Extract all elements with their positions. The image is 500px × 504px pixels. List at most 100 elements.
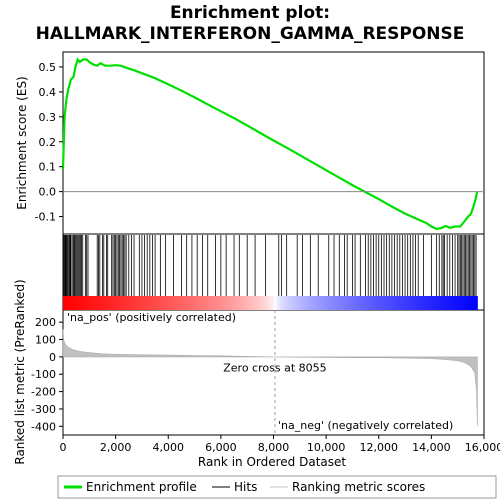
band-segment xyxy=(387,296,392,310)
band-segment xyxy=(235,296,240,310)
band-segment xyxy=(346,296,351,310)
band-segment xyxy=(470,296,475,310)
band-segment xyxy=(401,296,406,310)
band-segment xyxy=(287,296,292,310)
band-segment xyxy=(159,296,164,310)
band-segment xyxy=(290,296,295,310)
band-segment xyxy=(149,296,154,310)
band-segment xyxy=(242,296,247,310)
band-segment xyxy=(394,296,399,310)
legend-hits-label: Hits xyxy=(234,480,257,494)
band-segment xyxy=(356,296,361,310)
xtick-label-1: 2,000 xyxy=(100,441,132,454)
band-segment xyxy=(249,296,254,310)
es-axis-label: Enrichment score (ES) xyxy=(15,76,29,209)
band-segment xyxy=(304,296,309,310)
band-segment xyxy=(349,296,354,310)
band-segment xyxy=(308,296,313,310)
band-segment xyxy=(449,296,454,310)
band-segment xyxy=(239,296,243,310)
band-segment xyxy=(107,296,112,310)
axes-layer: 0.5 0.4 0.3 0.2 0.1 0.0 -0.1 200 100 0 -100 -200 -30… xyxy=(31,61,500,454)
band-segment xyxy=(197,296,202,310)
band-segment xyxy=(297,296,302,310)
band-segment xyxy=(408,296,413,310)
band-segment xyxy=(467,296,471,310)
band-segment xyxy=(214,296,219,310)
es-ytick-label-6: -0.1 xyxy=(35,211,56,224)
band-segment xyxy=(138,296,143,310)
band-segment xyxy=(284,296,288,310)
metric-ytick-label-1: 100 xyxy=(35,334,56,347)
band-segment xyxy=(104,296,109,310)
band-segment xyxy=(170,296,174,310)
band-segment xyxy=(432,296,437,310)
band-segment xyxy=(201,296,205,310)
band-segment xyxy=(453,296,458,310)
neg-correlated-label: 'na_neg' (negatively correlated) xyxy=(278,419,453,432)
band-segment xyxy=(256,296,261,310)
enrichment-profile-line xyxy=(61,57,479,231)
band-segment xyxy=(221,296,226,310)
zero-cross-label: Zero cross at 8055 xyxy=(223,362,326,375)
band-segment xyxy=(152,296,157,310)
band-segment xyxy=(439,296,444,310)
band-segment xyxy=(125,296,130,310)
xtick-label-2: 4,000 xyxy=(153,441,185,454)
band-segment xyxy=(266,296,271,310)
band-segment xyxy=(360,296,364,310)
band-segment xyxy=(339,296,344,310)
band-segment xyxy=(76,296,81,310)
band-segment xyxy=(273,296,278,310)
band-segment xyxy=(442,296,447,310)
band-segment xyxy=(318,296,323,310)
metric-ytick-label-5: -300 xyxy=(31,403,56,416)
band-segment xyxy=(163,296,168,310)
legend-metric-label: Ranking metric scores xyxy=(292,480,425,494)
xtick-label-4: 8,000 xyxy=(258,441,290,454)
band-segment xyxy=(325,296,330,310)
band-segment xyxy=(232,296,237,310)
xtick-label-6: 12,000 xyxy=(360,441,399,454)
band-segment xyxy=(180,296,185,310)
es-panel xyxy=(62,51,485,235)
band-segment xyxy=(377,296,382,310)
band-segment xyxy=(301,296,306,310)
metric-ytick-label-3: -100 xyxy=(31,368,56,381)
band-segment xyxy=(311,296,316,310)
xtick-label-5: 10,000 xyxy=(307,441,346,454)
band-segment xyxy=(370,296,375,310)
xtick-label-8: 16,000 xyxy=(465,441,500,454)
band-segment xyxy=(156,296,161,310)
band-segment xyxy=(145,296,150,310)
x-axis-label: Rank in Ordered Dataset xyxy=(198,455,346,469)
band-segment xyxy=(100,296,105,310)
band-segment xyxy=(204,296,209,310)
band-segment xyxy=(228,296,233,310)
band-segment xyxy=(187,296,192,310)
chart-title-line2: HALLMARK_INTERFERON_GAMMA_RESPONSE xyxy=(36,24,465,44)
es-ytick-label-2: 0.3 xyxy=(39,111,57,124)
band-segment xyxy=(415,296,420,310)
band-segment xyxy=(277,296,281,310)
band-segment xyxy=(87,296,92,310)
band-segment xyxy=(397,296,402,310)
band-segment xyxy=(456,296,461,310)
band-segment xyxy=(332,296,337,310)
xtick-label-0: 0 xyxy=(60,441,67,454)
band-segment xyxy=(94,296,98,310)
band-segment xyxy=(363,296,368,310)
xtick-label-3: 6,000 xyxy=(205,441,237,454)
band-segment xyxy=(380,296,385,310)
metric-ytick-label-2: 0 xyxy=(49,351,56,364)
band-segment xyxy=(63,296,67,310)
band-segment xyxy=(270,296,275,310)
band-segment xyxy=(342,296,347,310)
band-segment xyxy=(135,296,140,310)
metric-ytick-label-6: -400 xyxy=(31,420,56,433)
band-segment xyxy=(463,296,468,310)
band-segment xyxy=(418,296,423,310)
band-segment xyxy=(315,296,319,310)
es-ytick-label-1: 0.4 xyxy=(39,86,57,99)
